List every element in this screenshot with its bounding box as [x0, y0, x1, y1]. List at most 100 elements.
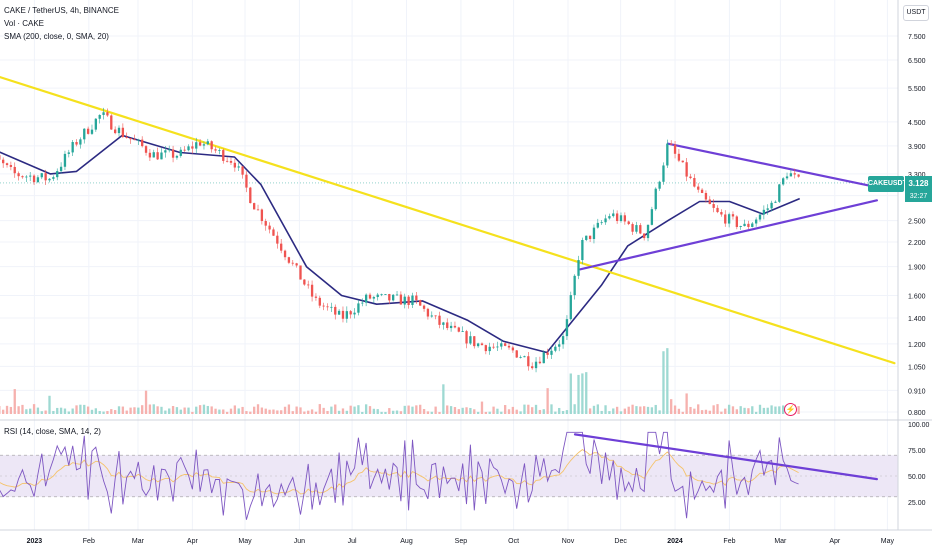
candle-body [392, 295, 394, 301]
volume-bar [550, 404, 552, 414]
volume-bar [365, 404, 367, 414]
volume-bar [276, 410, 278, 414]
candle-body [52, 177, 54, 179]
volume-bar [280, 410, 282, 414]
volume-bar [682, 412, 684, 414]
candle-body [234, 163, 236, 168]
volume-bar [450, 406, 452, 414]
volume-bar [145, 391, 147, 414]
candle-body [303, 280, 305, 285]
candle-body [601, 222, 603, 223]
candle-body [508, 346, 510, 348]
candle-body [709, 200, 711, 205]
x-tick-label: Jul [348, 538, 357, 545]
volume-bar [211, 406, 213, 414]
x-tick-label: May [881, 538, 895, 545]
volume-bar [643, 406, 645, 414]
candle-body [6, 163, 8, 165]
candle-body [562, 336, 564, 344]
volume-bar [689, 407, 691, 414]
volume-bar [299, 407, 301, 414]
volume-bar [319, 404, 321, 414]
candle-body [585, 236, 587, 240]
volume-bar [446, 405, 448, 414]
candle-body [570, 295, 572, 319]
candle-body [767, 208, 769, 209]
volume-bar [755, 412, 757, 414]
candle-body [419, 300, 421, 305]
volume-bar [311, 409, 313, 414]
volume-bar [156, 406, 158, 414]
candle-body [751, 223, 753, 226]
volume-bar [195, 407, 197, 414]
volume-bar [616, 407, 618, 414]
candle-body [658, 182, 660, 189]
candle-body [187, 146, 189, 150]
candle-body [311, 285, 313, 297]
volume-bar [21, 405, 23, 414]
candle-body [790, 173, 792, 176]
candle-body [230, 161, 232, 163]
candle-body [604, 218, 606, 222]
candle-body [411, 296, 413, 305]
candle-body [720, 212, 722, 214]
volume-bar [566, 410, 568, 414]
alert-lightning-icon[interactable]: ⚡ [784, 403, 797, 416]
volume-bar [338, 411, 340, 414]
candle-body [211, 141, 213, 149]
candle-body [446, 322, 448, 328]
volume-bar [41, 411, 43, 414]
volume-bar [477, 412, 479, 414]
candle-body [651, 209, 653, 225]
candle-body [380, 294, 382, 295]
candle-body [689, 177, 691, 178]
candle-body [114, 130, 116, 134]
candle-body [512, 348, 514, 351]
candle-body [431, 315, 433, 316]
candle-body [643, 234, 645, 239]
candle-body [736, 216, 738, 227]
volume-bar [114, 410, 116, 414]
candle-body [581, 240, 583, 260]
volume-bar [716, 404, 718, 414]
volume-bar [454, 407, 456, 414]
candle-body [396, 295, 398, 296]
candle-body [284, 251, 286, 258]
candle-body [523, 356, 525, 357]
candle-body [469, 336, 471, 343]
candle-body [68, 152, 70, 153]
volume-bar [10, 407, 12, 414]
candle-body [241, 166, 243, 174]
candle-body [458, 327, 460, 331]
candle-body [295, 263, 297, 265]
rsi-y-tick-label: 25.00 [908, 500, 926, 507]
candle-body [740, 226, 742, 227]
volume-bar [693, 409, 695, 414]
y-tick-label: 4.500 [908, 120, 926, 127]
candle-body [620, 215, 622, 221]
volume-bar [249, 412, 251, 414]
volume-bar [705, 410, 707, 414]
candle-body [268, 226, 270, 230]
candle-body [33, 176, 35, 182]
volume-bar [257, 404, 259, 414]
candle-body [257, 209, 259, 210]
candle-body [334, 307, 336, 315]
candle-body [75, 142, 77, 145]
candle-body [137, 140, 139, 141]
rsi-y-tick-label: 50.00 [908, 474, 926, 481]
volume-bar [238, 408, 240, 414]
volume-bar [203, 405, 205, 414]
currency-button[interactable]: USDT [903, 5, 929, 21]
candle-body [770, 203, 772, 209]
y-tick-label: 1.050 [908, 364, 926, 371]
volume-bar [295, 407, 297, 414]
volume-bar [292, 411, 294, 414]
volume-bar [577, 375, 579, 414]
candle-body [79, 139, 81, 144]
volume-bar [736, 409, 738, 414]
candle-body [678, 154, 680, 161]
volume-bar [272, 410, 274, 414]
